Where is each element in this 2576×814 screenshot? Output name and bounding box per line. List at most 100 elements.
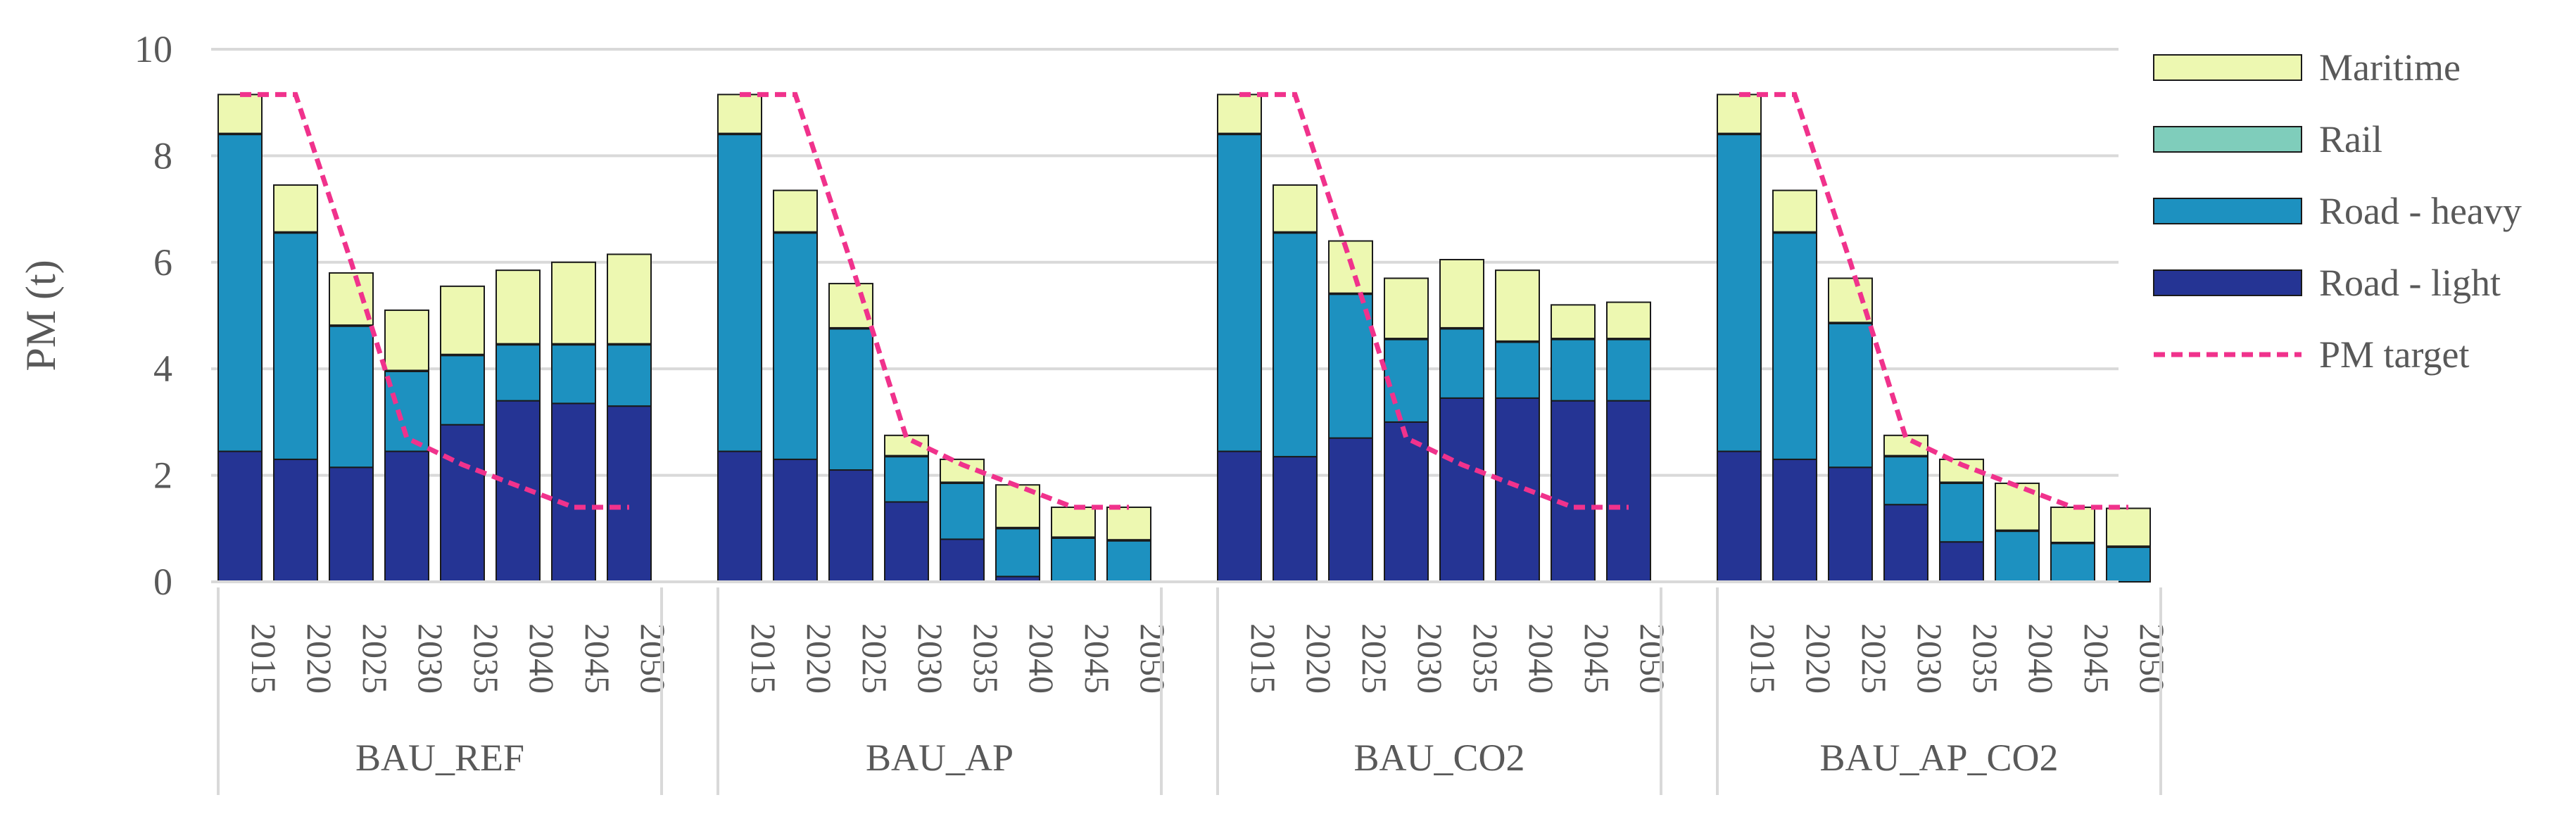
year-label-BAU_AP_CO2-2050: 2050 bbox=[2133, 623, 2172, 694]
bar-BAU_REF-2050-maritime bbox=[607, 253, 652, 345]
bar-BAU_AP-2030-road-heavy bbox=[884, 456, 929, 503]
year-label-BAU_AP_CO2-2035: 2035 bbox=[1966, 623, 2005, 694]
bar-BAU_REF-2030-road-light bbox=[384, 450, 429, 583]
bar-BAU_AP_CO2-2035-road-heavy bbox=[1939, 482, 1984, 543]
year-label-BAU_REF-2015: 2015 bbox=[244, 623, 284, 694]
bar-BAU_AP_CO2-2030-road-light bbox=[1883, 504, 1928, 583]
bar-BAU_CO2-2020-road-light bbox=[1273, 456, 1318, 583]
year-label-BAU_AP-2045: 2045 bbox=[1078, 623, 1117, 694]
bar-BAU_AP-2030-maritime bbox=[884, 434, 929, 457]
year-label-BAU_AP_CO2-2015: 2015 bbox=[1743, 623, 1783, 694]
year-label-BAU_CO2-2040: 2040 bbox=[1522, 623, 1561, 694]
ytick-label-10: 10 bbox=[134, 28, 172, 70]
bar-BAU_AP_CO2-2020-road-light bbox=[1772, 458, 1817, 583]
bar-BAU_REF-2050-road-heavy bbox=[607, 344, 652, 407]
bar-BAU_CO2-2015-maritime bbox=[1217, 94, 1262, 134]
legend: Maritime Rail Road - heavy Road - light PM t… bbox=[2153, 46, 2522, 376]
year-label-BAU_CO2-2050: 2050 bbox=[1633, 623, 1672, 694]
year-label-BAU_AP_CO2-2020: 2020 bbox=[1799, 623, 1838, 694]
bar-BAU_CO2-2030-road-light bbox=[1384, 421, 1429, 583]
bar-BAU_REF-2015-road-light bbox=[217, 450, 263, 583]
bar-BAU_CO2-2030-road-heavy bbox=[1384, 338, 1429, 423]
bar-BAU_CO2-2035-road-light bbox=[1439, 397, 1484, 583]
ytick-label-8: 8 bbox=[153, 134, 172, 177]
bar-BAU_CO2-2045-road-heavy bbox=[1551, 338, 1596, 402]
year-label-BAU_AP-2030: 2030 bbox=[911, 623, 950, 694]
bar-BAU_REF-2045-road-heavy bbox=[551, 344, 596, 405]
year-label-BAU_REF-2050: 2050 bbox=[633, 623, 673, 694]
bar-BAU_REF-2040-road-heavy bbox=[495, 344, 541, 402]
bar-BAU_REF-2020-road-light bbox=[273, 458, 318, 583]
bar-BAU_CO2-2045-road-light bbox=[1551, 400, 1596, 583]
legend-swatch-rail bbox=[2153, 126, 2302, 153]
legend-label-pm-target: PM target bbox=[2319, 333, 2470, 376]
bar-BAU_REF-2020-road-heavy bbox=[273, 232, 318, 460]
bar-BAU_AP_CO2-2050-maritime bbox=[2106, 507, 2151, 547]
ytick-label-4: 4 bbox=[153, 348, 172, 390]
bar-BAU_AP_CO2-2025-road-heavy bbox=[1828, 322, 1873, 469]
bar-BAU_CO2-2050-road-heavy bbox=[1606, 338, 1651, 402]
group-label-BAU_AP: BAU_AP bbox=[866, 737, 1014, 779]
year-label-BAU_AP-2040: 2040 bbox=[1022, 623, 1061, 694]
bar-BAU_AP-2040-road-heavy bbox=[995, 528, 1040, 578]
legend-swatch-road-light bbox=[2153, 269, 2302, 296]
bar-BAU_CO2-2030-maritime bbox=[1384, 277, 1429, 340]
year-label-BAU_AP-2035: 2035 bbox=[966, 623, 1006, 694]
bar-BAU_AP-2045-maritime bbox=[1051, 507, 1096, 538]
bar-BAU_CO2-2015-road-light bbox=[1217, 450, 1262, 583]
ytick-label-2: 2 bbox=[153, 454, 172, 497]
year-label-BAU_REF-2030: 2030 bbox=[411, 623, 450, 694]
bar-BAU_AP_CO2-2030-road-heavy bbox=[1883, 456, 1928, 506]
bar-BAU_AP_CO2-2015-road-light bbox=[1717, 450, 1762, 583]
bar-BAU_AP_CO2-2035-road-light bbox=[1939, 541, 1984, 583]
bar-BAU_REF-2035-road-heavy bbox=[440, 355, 485, 426]
group-label-BAU_REF: BAU_REF bbox=[355, 737, 524, 779]
year-label-BAU_AP_CO2-2040: 2040 bbox=[2021, 623, 2061, 694]
bar-BAU_CO2-2020-maritime bbox=[1273, 184, 1318, 233]
legend-label-road-heavy: Road - heavy bbox=[2319, 190, 2522, 232]
legend-label-road-light: Road - light bbox=[2319, 262, 2501, 304]
year-label-BAU_REF-2020: 2020 bbox=[300, 623, 339, 694]
legend-label-maritime: Maritime bbox=[2319, 46, 2461, 89]
group-label-BAU_AP_CO2: BAU_AP_CO2 bbox=[1819, 737, 2058, 779]
bar-BAU_AP-2030-road-light bbox=[884, 501, 929, 583]
bar-BAU_REF-2050-road-light bbox=[607, 405, 652, 583]
year-label-BAU_AP-2020: 2020 bbox=[800, 623, 839, 694]
year-label-BAU_CO2-2035: 2035 bbox=[1466, 623, 1505, 694]
bar-BAU_AP-2035-road-heavy bbox=[940, 482, 985, 540]
bar-BAU_AP-2045-road-heavy bbox=[1051, 537, 1096, 583]
bar-BAU_AP_CO2-2025-road-light bbox=[1828, 466, 1873, 583]
bar-BAU_AP-2020-road-heavy bbox=[773, 232, 818, 460]
bar-BAU_AP-2015-road-heavy bbox=[717, 134, 762, 452]
bar-BAU_CO2-2035-road-heavy bbox=[1439, 328, 1484, 399]
pm-target-line-BAU_AP bbox=[740, 91, 1129, 510]
bar-BAU_CO2-2050-road-light bbox=[1606, 400, 1651, 583]
year-label-BAU_REF-2025: 2025 bbox=[355, 623, 395, 694]
y-axis-label: PM (t) bbox=[18, 260, 64, 371]
year-label-BAU_AP_CO2-2045: 2045 bbox=[2077, 623, 2116, 694]
bar-BAU_AP_CO2-2020-road-heavy bbox=[1772, 232, 1817, 460]
bar-BAU_REF-2015-road-heavy bbox=[217, 134, 263, 452]
bar-BAU_AP_CO2-2030-maritime bbox=[1883, 434, 1928, 457]
year-label-BAU_REF-2035: 2035 bbox=[467, 623, 506, 694]
bar-BAU_AP_CO2-2015-maritime bbox=[1717, 94, 1762, 134]
bar-BAU_AP-2050-road-heavy bbox=[1106, 540, 1151, 583]
bar-BAU_REF-2025-road-heavy bbox=[329, 325, 374, 469]
year-label-BAU_CO2-2030: 2030 bbox=[1410, 623, 1450, 694]
bar-BAU_REF-2040-maritime bbox=[495, 269, 541, 345]
bar-BAU_CO2-2020-road-heavy bbox=[1273, 232, 1318, 458]
bar-BAU_REF-2035-road-light bbox=[440, 424, 485, 583]
bar-BAU_CO2-2015-road-heavy bbox=[1217, 134, 1262, 452]
bar-BAU_AP-2015-maritime bbox=[717, 94, 762, 134]
bar-BAU_AP-2020-road-light bbox=[773, 458, 818, 583]
bar-BAU_AP_CO2-2045-maritime bbox=[2050, 507, 2095, 543]
bar-BAU_AP_CO2-2020-maritime bbox=[1772, 189, 1817, 233]
year-label-BAU_CO2-2025: 2025 bbox=[1355, 623, 1394, 694]
bar-BAU_REF-2045-maritime bbox=[551, 261, 596, 345]
axes: 0 2 4 6 8 10 PM (t) 2015 2020 2025 2030 2035 2040 204… bbox=[18, 28, 2172, 795]
bar-BAU_CO2-2050-maritime bbox=[1606, 301, 1651, 340]
bar-BAU_REF-2025-road-light bbox=[329, 466, 374, 583]
bar-BAU_REF-2035-maritime bbox=[440, 285, 485, 355]
bar-BAU_AP-2015-road-light bbox=[717, 450, 762, 583]
